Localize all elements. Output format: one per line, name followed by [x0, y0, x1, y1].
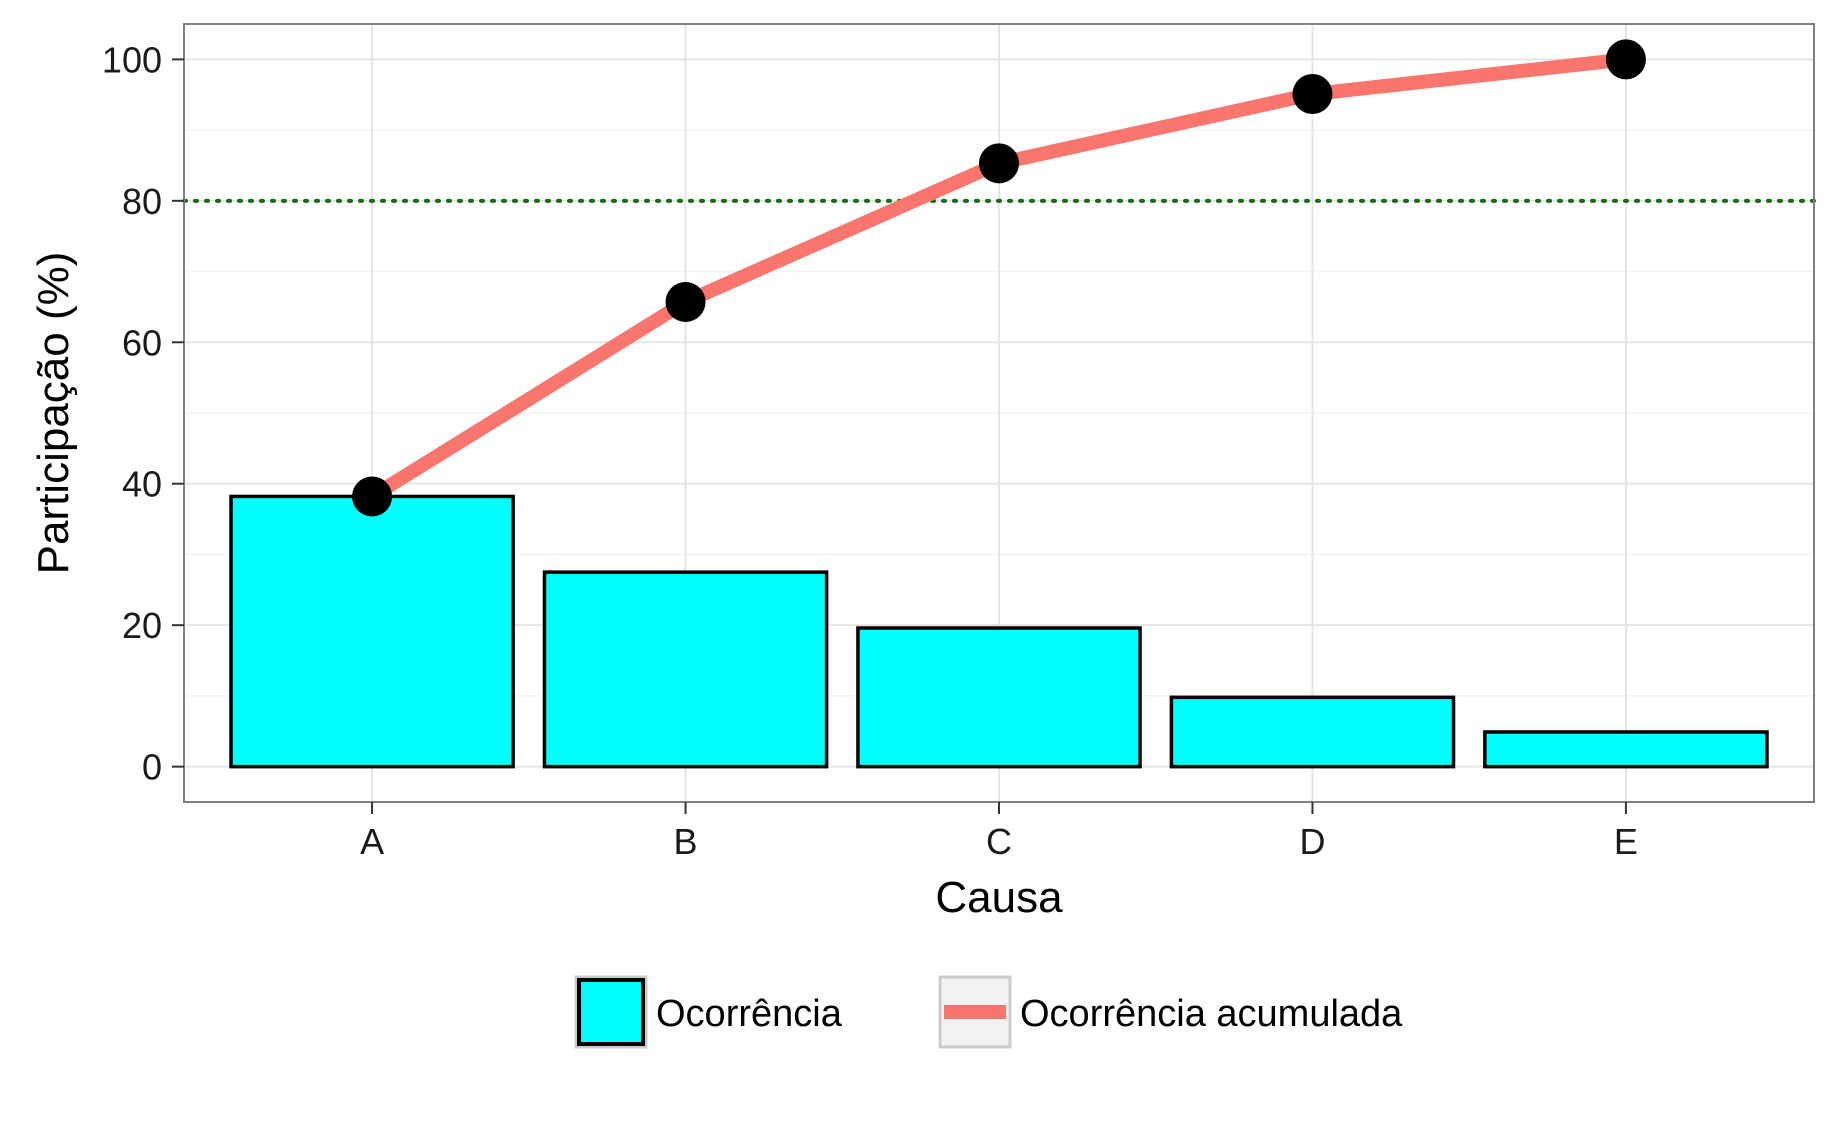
x-axis: A B C D E: [360, 802, 1638, 862]
bar-D: [1169, 695, 1456, 769]
x-tick-label: C: [986, 821, 1012, 862]
bar-E: [1483, 730, 1769, 769]
y-tick-label: 20: [122, 605, 162, 646]
x-tick-label: B: [674, 821, 698, 862]
x-tick-label: A: [360, 821, 384, 862]
legend-swatch-bar: [577, 978, 645, 1046]
bar-A: [229, 494, 515, 769]
bar-C: [856, 626, 1142, 769]
cumulative-points: [352, 39, 1646, 517]
bar-B: [542, 570, 829, 769]
x-tick-label: E: [1614, 821, 1638, 862]
legend-label-bar: Ocorrência: [656, 993, 843, 1035]
y-tick-label: 100: [102, 39, 162, 80]
y-tick-label: 40: [122, 464, 162, 505]
x-axis-title: Causa: [935, 873, 1063, 922]
y-tick-label: 80: [122, 181, 162, 222]
cumulative-point-A: [352, 476, 393, 517]
cumulative-point-E: [1605, 39, 1646, 80]
cumulative-point-D: [1292, 74, 1333, 115]
cumulative-point-C: [979, 143, 1019, 184]
x-tick-label: D: [1299, 821, 1325, 862]
legend-label-line: Ocorrência acumulada: [1020, 993, 1403, 1035]
y-tick-label: 0: [142, 747, 162, 788]
y-axis: 0 20 40 60 80 100: [102, 39, 184, 788]
y-axis-title: Participação (%): [29, 252, 78, 575]
y-tick-label: 60: [122, 322, 162, 363]
legend: Ocorrência Ocorrência acumulada: [574, 975, 1403, 1049]
cumulative-point-B: [665, 281, 706, 322]
bar-series: [229, 494, 1769, 769]
